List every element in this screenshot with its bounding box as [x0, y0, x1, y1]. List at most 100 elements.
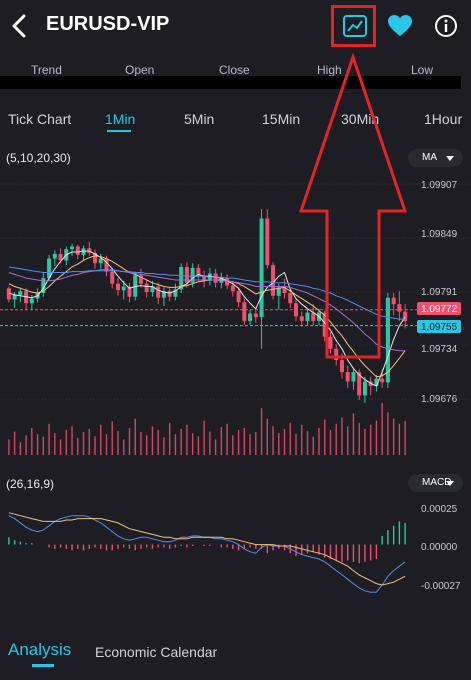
info-icon[interactable] [431, 11, 461, 41]
timeframe-tabs: Tick Chart 1Min 5Min 15Min 30Min 1Hour [0, 108, 471, 134]
candle-body [161, 291, 166, 298]
candle-body [115, 283, 120, 291]
ma-indicator-value: MA [422, 152, 437, 163]
chart-line-icon[interactable] [340, 11, 370, 41]
tab-economic-calendar[interactable]: Economic Calendar [95, 644, 218, 660]
chevron-down-icon [446, 156, 454, 161]
candle-body [70, 246, 75, 250]
tab-15min[interactable]: 15Min [262, 111, 301, 127]
candle-body [339, 360, 344, 373]
tab-5min[interactable]: 5Min [184, 111, 215, 127]
candle-body [259, 218, 264, 318]
candle-body [150, 286, 155, 293]
ohlc-values-redacted-bar [0, 76, 461, 89]
candle-body [52, 253, 57, 259]
candle-body [127, 286, 132, 297]
macd-tick-label: -0.00027 [421, 581, 461, 592]
current-price-tag: 1.09772 [417, 302, 461, 315]
candle-body [179, 266, 184, 290]
candle-body [385, 297, 390, 383]
candlestick-chart[interactable]: 1.09907 1.09849 1.09791 1.09734 1.09676 … [0, 168, 471, 468]
candle-body [305, 312, 310, 321]
candle-body [156, 286, 161, 298]
macd-chart[interactable]: 0.00025 0.00000 -0.00027 [0, 490, 471, 605]
candle-body [282, 287, 287, 293]
candle-body [202, 276, 207, 281]
candle-body [391, 297, 396, 305]
price-tick-label: 1.09907 [421, 180, 458, 191]
back-chevron-icon[interactable] [6, 10, 32, 42]
candle-body [93, 252, 98, 264]
candle-body [184, 266, 189, 283]
candle-body [121, 286, 126, 291]
candle-body [299, 316, 304, 321]
candle-body [173, 289, 178, 297]
candle-body [242, 302, 247, 321]
candle-body [6, 288, 11, 300]
candle-body [380, 378, 385, 383]
price-tick-label: 1.09734 [421, 344, 458, 355]
candle-body [58, 253, 63, 261]
candle-body [357, 372, 362, 396]
candle-body [12, 294, 17, 300]
chevron-down-icon [446, 481, 454, 486]
candle-body [144, 283, 149, 293]
current-price-text: 1.09772 [421, 304, 458, 315]
candle-body [374, 378, 379, 387]
ohlc-label-low: Low [411, 63, 434, 77]
page-title: EURUSD-VIP [46, 13, 170, 35]
macd-tick-label: 0.00000 [421, 542, 458, 553]
macd-dif-line [8, 515, 406, 593]
candle-body [362, 381, 367, 396]
candle-body [98, 258, 103, 264]
candle-body [397, 304, 402, 312]
candle-body [236, 291, 241, 303]
tab-30min[interactable]: 30Min [341, 111, 380, 127]
macd-dea-line [8, 512, 406, 586]
tab-1hour[interactable]: 1Hour [424, 111, 463, 127]
candle-body [167, 291, 172, 297]
heart-icon[interactable] [385, 11, 415, 41]
ohlc-label-close: Close [219, 63, 250, 77]
ohlc-label-high: High [317, 63, 342, 77]
candle-body [196, 267, 201, 277]
candle-body [271, 265, 276, 296]
candle-body [265, 218, 270, 266]
candle-body [75, 246, 80, 255]
ma-line-ma5 [8, 250, 406, 387]
candle-body [18, 291, 23, 295]
candle-body [190, 267, 195, 283]
price-tick-label: 1.09676 [421, 394, 458, 405]
ma-indicator-dropdown[interactable]: MA [408, 149, 463, 167]
price-tick-label: 1.09849 [421, 229, 458, 240]
candle-body [288, 293, 293, 304]
candle-body [253, 313, 258, 318]
ma-line-ma30 [8, 266, 406, 320]
candle-body [334, 348, 339, 361]
price-tick-label: 1.09791 [421, 287, 458, 298]
ohlc-label-trend: Trend [31, 63, 62, 77]
ohlc-label-open: Open [125, 63, 155, 77]
candle-body [213, 273, 218, 283]
candle-body [248, 313, 253, 321]
bottom-tab-bar: Analysis Economic Calendar [0, 628, 471, 680]
candle-body [138, 275, 143, 284]
candle-body [110, 271, 115, 284]
ma-price-tag: 1.09755 [417, 320, 461, 333]
macd-tick-label: 0.00025 [421, 504, 458, 515]
tab-1min[interactable]: 1Min [105, 111, 136, 127]
macd-indicator-dropdown[interactable]: MACD [408, 474, 463, 492]
annotation-highlight-box [331, 5, 376, 47]
macd-indicator-value: MACD [422, 477, 452, 488]
candle-body [225, 278, 230, 286]
tab-analysis[interactable]: Analysis [8, 640, 72, 659]
tab-tick-chart[interactable]: Tick Chart [8, 111, 72, 127]
candle-body [47, 258, 52, 279]
ma-params-label: (5,10,20,30) [6, 151, 71, 165]
macd-params-label: (26,16,9) [6, 477, 55, 491]
active-bottom-tab-underline [32, 664, 54, 667]
app-header: EURUSD-VIP [0, 0, 471, 52]
candle-body [29, 298, 34, 304]
ma-price-text: 1.09755 [421, 322, 458, 333]
active-tab-underline [107, 130, 131, 132]
